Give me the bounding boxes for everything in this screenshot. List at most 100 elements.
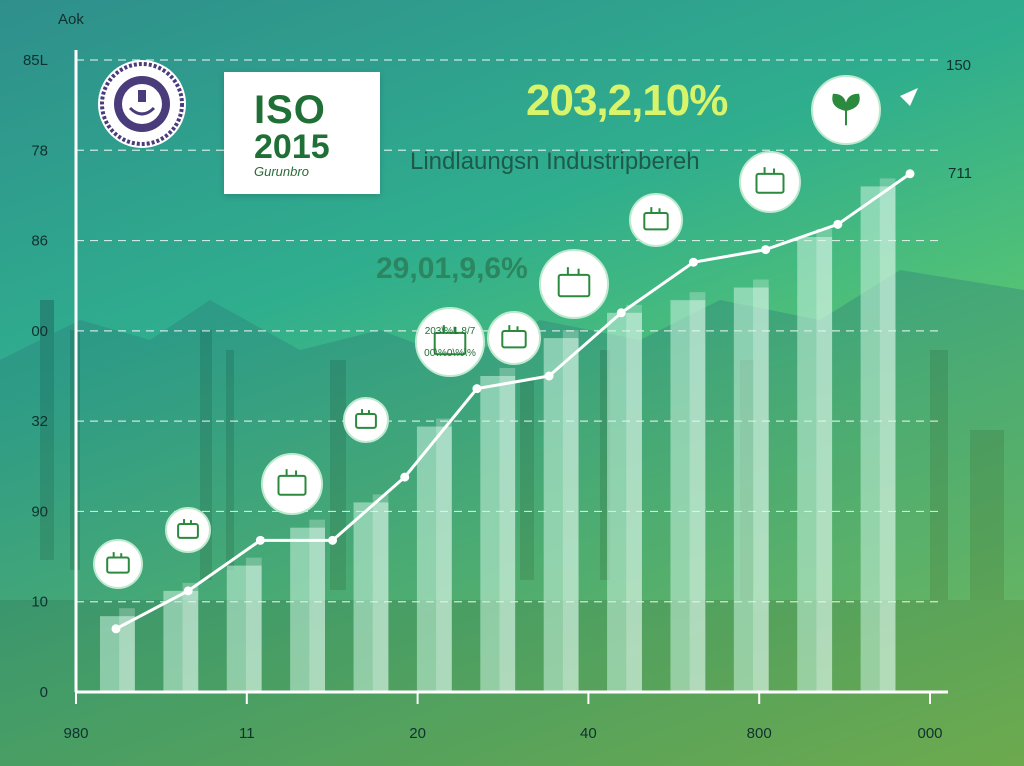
- y-tick-label: 0: [40, 684, 48, 701]
- icon-bubble: [415, 307, 485, 377]
- y-tick-label: 85L: [23, 52, 48, 69]
- icon-bubble: [261, 453, 323, 515]
- bar: [290, 527, 326, 692]
- icon-bubble: [165, 507, 211, 553]
- icon-bubble-circle: [415, 307, 485, 377]
- bar-highlight: [879, 178, 896, 692]
- bar-highlight: [562, 330, 579, 692]
- bar: [480, 376, 516, 692]
- x-tick-label: 11: [239, 725, 255, 742]
- bar-highlight: [119, 608, 135, 692]
- bar: [543, 338, 579, 692]
- trend-point: [616, 308, 626, 318]
- y-tick-label: 86: [31, 233, 48, 250]
- bar-highlight: [753, 279, 769, 692]
- icon-bubble-circle: [343, 397, 389, 443]
- factory-icon: [177, 523, 199, 539]
- seal-logo: [98, 60, 186, 148]
- trend-point: [688, 257, 698, 267]
- icon-bubble: [629, 193, 683, 247]
- bar: [607, 312, 642, 692]
- bar: [797, 236, 833, 692]
- headline-value: 203,2,10%: [526, 76, 728, 125]
- iso-badge: ISO 2015 Gurunbro: [224, 72, 380, 194]
- factory-icon: [106, 556, 130, 574]
- bar: [733, 287, 769, 692]
- bar-highlight: [689, 292, 706, 692]
- factory-icon: [501, 329, 527, 349]
- bar: [163, 590, 199, 692]
- trend-arrow-icon: [900, 88, 918, 106]
- bar-highlight: [182, 582, 199, 692]
- y-tick-label: 00: [31, 323, 48, 340]
- factory-icon: [643, 211, 669, 231]
- iso-badge-year: 2015: [254, 128, 330, 166]
- icon-bubble-circle: [165, 507, 211, 553]
- y-tick-label: 90: [31, 503, 48, 520]
- trend-point: [544, 371, 554, 381]
- x-tick-label: 980: [63, 725, 88, 742]
- x-tick-label: 20: [409, 725, 426, 742]
- trend-point: [472, 384, 482, 394]
- factory-icon: [355, 413, 377, 429]
- right-tick-label-mid: 711: [948, 165, 972, 182]
- bar-highlight: [245, 557, 262, 692]
- x-tick-label: 800: [747, 725, 772, 742]
- bar-highlight: [499, 368, 516, 692]
- icon-bubble: [739, 151, 801, 213]
- bar: [353, 502, 389, 692]
- bar: [670, 300, 706, 692]
- factory-icon: [557, 273, 591, 298]
- icon-bubbles: 203\%1 8/7 00\%0\%\%: [93, 75, 881, 589]
- trend-point: [905, 169, 915, 179]
- icon-bubble: [487, 311, 541, 365]
- trend-line: [115, 172, 911, 631]
- y-tick-label: 78: [31, 142, 48, 159]
- trend-point: [183, 586, 193, 596]
- icon-bubble-circle: [739, 151, 801, 213]
- y-tick-labels: 0 10 90 32 00 86 78 85L: [23, 52, 48, 701]
- trend-point: [833, 219, 843, 229]
- factory-icon: [755, 172, 785, 194]
- secondary-value: 29,01,9,6%: [376, 252, 528, 285]
- trend-point: [400, 472, 410, 482]
- bar-highlight: [816, 228, 833, 692]
- trend-point: [255, 535, 265, 545]
- x-tick-label: 40: [580, 725, 597, 742]
- bars-group: [100, 178, 896, 692]
- corner-label: Aok: [58, 11, 84, 28]
- icon-bubble-circle: [487, 311, 541, 365]
- bar-highlight: [372, 494, 389, 692]
- trend-line-group: [111, 169, 915, 634]
- bar-highlight: [626, 304, 642, 692]
- small-badge-text-2: 00\%0\%\%: [424, 348, 476, 359]
- icon-bubble-circle: [539, 249, 609, 319]
- right-tick-label-top: 150: [946, 57, 971, 74]
- bar: [226, 565, 262, 692]
- gridlines: [76, 59, 940, 603]
- leaf-icon: [832, 93, 860, 126]
- trend-point: [328, 535, 338, 545]
- x-tick-labels: 980 11 20 40 800 000: [63, 692, 943, 742]
- icon-bubble-circle: [93, 539, 143, 589]
- factory-icon: [277, 474, 307, 496]
- icon-bubble: [343, 397, 389, 443]
- small-badge-text-1: 203\%1 8/7: [425, 326, 476, 337]
- trend-point: [761, 245, 771, 255]
- trend-point: [111, 624, 121, 634]
- bar-highlight: [309, 519, 326, 692]
- icon-bubble: [811, 75, 881, 145]
- iso-badge-label: ISO: [254, 88, 326, 132]
- x-tick-label: 000: [917, 725, 942, 742]
- y-tick-label: 10: [31, 594, 48, 611]
- bar-highlight: [436, 418, 452, 692]
- icon-bubble: [539, 249, 609, 319]
- factory-icon: [433, 331, 467, 356]
- icon-bubble: [93, 539, 143, 589]
- y-tick-label: 32: [31, 413, 48, 430]
- icon-bubble-circle: [629, 193, 683, 247]
- bar: [860, 186, 896, 692]
- headline-subtitle: Lindlaungsn Industripbereh: [410, 148, 700, 175]
- icon-bubble-circle: [261, 453, 323, 515]
